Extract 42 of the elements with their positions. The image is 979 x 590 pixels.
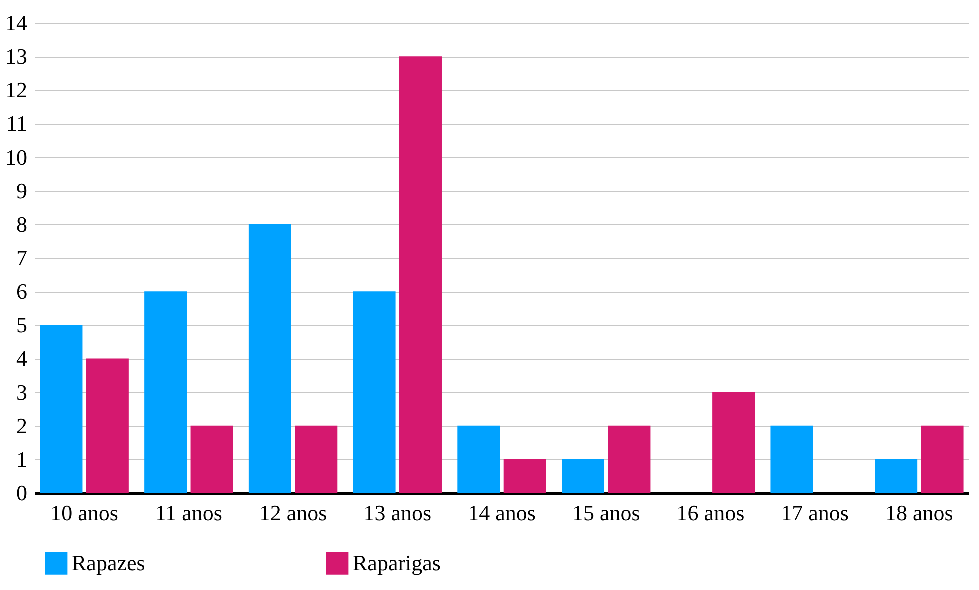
y-tick-label: 3 xyxy=(16,380,28,405)
bar xyxy=(562,459,605,493)
y-tick-label: 13 xyxy=(6,44,28,70)
y-tick-label: 14 xyxy=(6,10,28,36)
bar xyxy=(608,426,651,493)
legend-label: Rapazes xyxy=(72,550,146,576)
y-tick-label: 7 xyxy=(16,246,28,270)
bar xyxy=(295,426,338,493)
x-tick-label: 17 anos xyxy=(781,500,849,526)
x-tick-label: 18 anos xyxy=(886,500,954,526)
y-tick-label: 11 xyxy=(6,111,28,136)
bar xyxy=(353,292,396,493)
y-tick-label: 6 xyxy=(16,279,28,304)
bar xyxy=(248,224,292,493)
bar xyxy=(40,325,83,493)
x-tick-label: 13 anos xyxy=(364,500,432,526)
bar xyxy=(399,56,442,493)
bar xyxy=(770,426,814,493)
x-tick-label: 10 anos xyxy=(50,500,118,526)
bar xyxy=(712,392,756,493)
legend-label: Raparigas xyxy=(353,550,441,576)
x-tick-label: 14 anos xyxy=(468,500,536,526)
y-tick-label: 4 xyxy=(16,346,28,372)
bar xyxy=(86,358,129,493)
x-tick-label: 12 anos xyxy=(259,500,328,526)
y-tick-label: 9 xyxy=(16,178,28,204)
x-tick-label: 15 anos xyxy=(572,500,640,526)
bar xyxy=(921,426,964,493)
y-tick-label: 12 xyxy=(6,78,28,103)
y-tick-label: 8 xyxy=(16,212,28,237)
bar xyxy=(504,459,546,493)
bar xyxy=(144,292,188,493)
y-tick-label: 0 xyxy=(16,480,28,506)
bar xyxy=(875,459,918,493)
y-tick-label: 1 xyxy=(16,446,28,472)
bar xyxy=(458,426,500,493)
y-tick-label: 2 xyxy=(16,413,28,438)
y-tick-label: 10 xyxy=(6,144,28,170)
x-tick-label: 16 anos xyxy=(676,500,745,526)
x-tick-label: 11 anos xyxy=(155,500,222,526)
bar xyxy=(190,426,234,493)
y-tick-label: 5 xyxy=(16,312,28,338)
